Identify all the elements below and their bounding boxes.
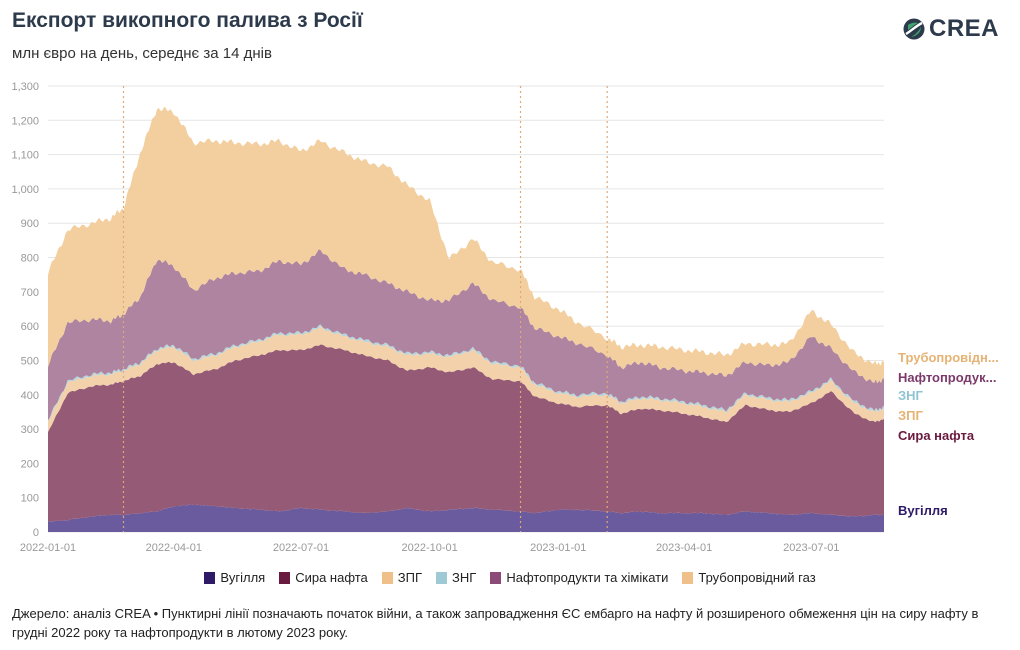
area-pipeline-gas bbox=[48, 107, 884, 384]
legend-item-lpg[interactable]: ЗНГ bbox=[436, 570, 476, 585]
y-tick-label: 900 bbox=[21, 218, 39, 230]
end-label-oil-products: Нафтопродук... bbox=[898, 370, 997, 385]
x-tick-label: 2023-04-01 bbox=[656, 542, 712, 554]
chart-subtitle: млн євро на день, середнє за 14 днів bbox=[12, 45, 272, 62]
logo-text: CREA bbox=[929, 15, 1000, 42]
legend-label: Вугілля bbox=[220, 570, 266, 585]
legend-label: Трубопровідний газ bbox=[698, 570, 816, 585]
legend-label: ЗНГ bbox=[452, 570, 477, 585]
legend-swatch bbox=[490, 571, 502, 584]
legend-swatch bbox=[381, 571, 393, 584]
end-label-coal: Вугілля bbox=[898, 503, 948, 518]
legend-item-oil-products[interactable]: Нафтопродукти та хімікати bbox=[490, 570, 668, 585]
legend: Вугілля Сира нафта ЗПГ ЗНГ Нафтопродукти… bbox=[0, 570, 1020, 585]
x-axis: 2022-01-01 2022-04-01 2022-07-01 2022-10-01… bbox=[20, 542, 840, 554]
crea-leaf-icon bbox=[903, 18, 925, 40]
legend-item-coal[interactable]: Вугілля bbox=[204, 570, 265, 585]
legend-label: Нафтопродукти та хімікати bbox=[506, 570, 669, 585]
y-tick-label: 500 bbox=[21, 355, 39, 367]
y-tick-label: 1,000 bbox=[11, 184, 39, 196]
end-label-lpg: ЗНГ bbox=[898, 388, 924, 403]
area-series bbox=[48, 107, 884, 532]
y-tick-label: 1,300 bbox=[11, 81, 39, 93]
crea-logo: CREA bbox=[902, 14, 999, 44]
y-tick-label: 300 bbox=[21, 424, 39, 436]
legend-item-pipeline-gas[interactable]: Трубопровідний газ bbox=[682, 570, 816, 585]
area-coal bbox=[48, 504, 884, 532]
end-label-pipeline-gas: Трубопровідн... bbox=[898, 350, 999, 365]
y-tick-label: 600 bbox=[21, 321, 39, 333]
y-tick-label: 400 bbox=[21, 390, 39, 402]
x-tick-label: 2023-01-01 bbox=[530, 542, 586, 554]
legend-label: ЗПГ bbox=[397, 570, 423, 585]
x-tick-label: 2022-07-01 bbox=[273, 542, 329, 554]
series-end-labels: Трубопровідн... Нафтопродук... ЗНГ ЗПГ Сира … bbox=[898, 350, 999, 518]
y-tick-label: 700 bbox=[21, 287, 39, 299]
event-lines bbox=[122, 86, 608, 532]
legend-item-crude-oil[interactable]: Сира нафта bbox=[279, 570, 368, 585]
y-tick-label: 800 bbox=[21, 253, 39, 265]
legend-swatch bbox=[436, 571, 448, 584]
end-label-lng: ЗПГ bbox=[898, 408, 923, 423]
y-axis: 0 100 200 300 400 500 600 700 800 900 1,000 1,100 1,… bbox=[11, 81, 39, 539]
y-tick-label: 1,100 bbox=[11, 150, 39, 162]
chart-title: Експорт викопного палива з Росії bbox=[12, 9, 363, 32]
source-note: Джерело: аналіз CREA • Пунктирні лінії п… bbox=[12, 606, 979, 640]
y-tick-label: 200 bbox=[21, 458, 39, 470]
legend-item-lng[interactable]: ЗПГ bbox=[381, 570, 423, 585]
area-crude-oil bbox=[48, 344, 884, 522]
area-lng bbox=[48, 326, 884, 432]
x-tick-label: 2022-10-01 bbox=[402, 542, 458, 554]
legend-swatch bbox=[279, 571, 291, 584]
legend-label: Сира нафта bbox=[295, 570, 368, 585]
y-tick-label: 100 bbox=[21, 493, 39, 505]
y-tick-label: 0 bbox=[33, 527, 39, 539]
area-oil-products bbox=[48, 249, 884, 421]
y-tick-label: 1,200 bbox=[11, 115, 39, 127]
x-tick-label: 2022-04-01 bbox=[146, 542, 202, 554]
legend-swatch bbox=[682, 571, 694, 584]
legend-swatch bbox=[204, 571, 216, 584]
stacked-area-chart: 0 100 200 300 400 500 600 700 800 900 1,000 1,100 1,… bbox=[11, 81, 999, 554]
end-label-crude-oil: Сира нафта bbox=[898, 428, 975, 443]
x-tick-label: 2023-07-01 bbox=[783, 542, 839, 554]
x-tick-label: 2022-01-01 bbox=[20, 542, 76, 554]
